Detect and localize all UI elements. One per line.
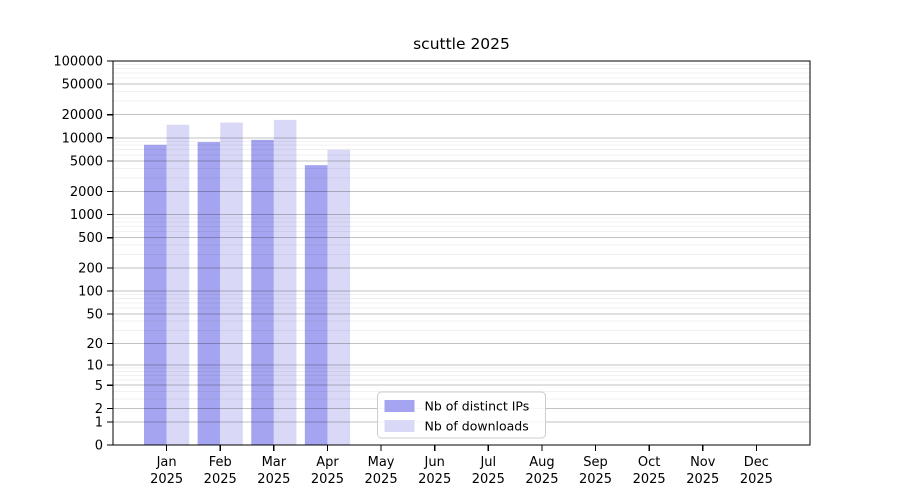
x-tick-year-label: 2025 [204,472,237,487]
x-tick-year-label: 2025 [740,472,773,487]
bar-jan-downloads [166,124,190,445]
legend-box [377,391,546,439]
x-tick-month-label: Feb [209,455,232,470]
x-tick-month-label: Jun [424,455,445,470]
legend-label-downloads: Nb of downloads [425,418,529,433]
x-tick-year-label: 2025 [311,472,344,487]
y-tick-label: 0 [95,439,103,454]
y-tick-label: 100 [78,285,103,300]
x-tick-year-label: 2025 [150,472,183,487]
y-tick-label: 5 [95,379,103,394]
y-tick-label: 1 [95,415,103,430]
plot-frame [112,60,811,446]
x-tick-year-label: 2025 [257,472,290,487]
y-tick-label: 100000 [53,55,103,70]
x-tick-month-label: Sep [583,455,608,470]
x-tick-year-label: 2025 [579,472,612,487]
bar-mar-downloads [273,119,297,445]
chart-title: scuttle 2025 [413,35,510,53]
x-tick-year-label: 2025 [365,472,398,487]
bar-feb-downloads [220,122,243,445]
x-tick-month-label: Oct [638,455,660,470]
x-tick-year-label: 2025 [472,472,505,487]
legend-swatch-downloads [384,420,415,432]
y-tick-label: 2000 [70,185,103,200]
y-tick-label: 200 [78,262,103,277]
x-tick-month-label: Jul [479,455,496,470]
y-tick-label: 20 [86,337,103,352]
bar-apr-distinct-ips [304,165,328,446]
bar-feb-distinct-ips [197,142,221,445]
y-tick-label: 2 [95,402,103,417]
y-tick-label: 5000 [70,154,103,169]
x-tick-month-label: Dec [744,455,769,470]
x-tick-month-label: Jan [156,455,177,470]
x-tick-year-label: 2025 [686,472,719,487]
y-tick-label: 10000 [62,131,103,146]
y-tick-label: 50 [86,307,103,322]
legend-swatch-distinct-ips [384,400,415,412]
x-tick-month-label: Apr [316,455,339,470]
x-tick-month-label: Mar [262,455,287,470]
y-tick-label: 1000 [70,208,103,223]
y-tick-label: 20000 [62,108,103,123]
bar-apr-downloads [327,149,351,445]
bar-jan-distinct-ips [144,144,167,445]
x-tick-month-label: May [368,455,395,470]
y-tick-label: 10 [86,359,103,374]
x-tick-month-label: Nov [690,455,716,470]
bar-mar-distinct-ips [251,139,274,445]
x-tick-year-label: 2025 [525,472,558,487]
y-tick-label: 500 [78,231,103,246]
y-tick-label: 50000 [62,78,103,93]
legend-label-distinct-ips: Nb of distinct IPs [425,398,530,413]
x-tick-year-label: 2025 [418,472,451,487]
x-tick-year-label: 2025 [633,472,666,487]
x-tick-month-label: Aug [529,455,554,470]
